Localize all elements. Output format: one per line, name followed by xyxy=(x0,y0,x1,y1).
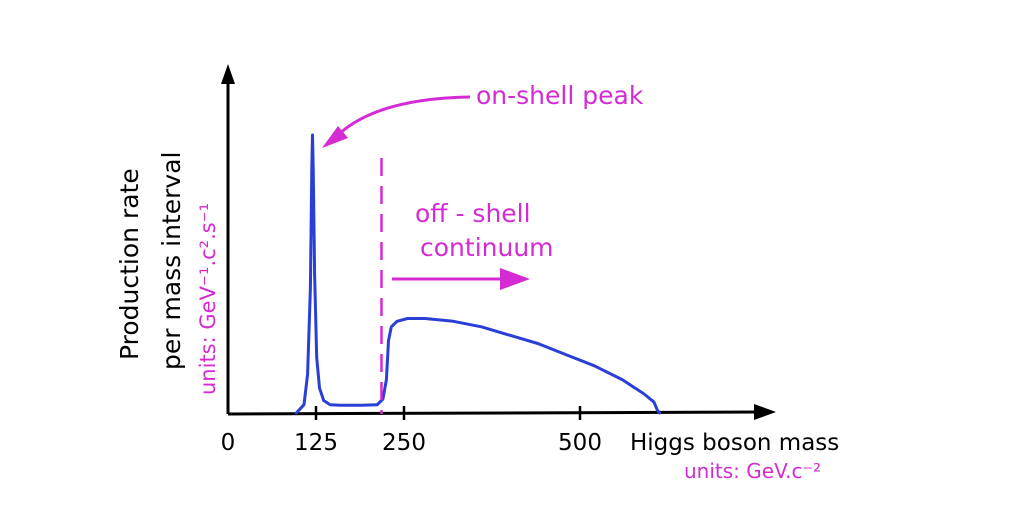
y-axis-units: units: GeV⁻¹.c².s⁻¹ xyxy=(196,203,220,395)
x-axis-label: Higgs boson mass xyxy=(630,430,839,456)
x-tick-label: 0 xyxy=(221,430,236,456)
x-tick-group: 0 125 250 500 xyxy=(221,406,602,456)
on-shell-peak-arrow xyxy=(333,95,471,140)
x-axis xyxy=(227,410,761,416)
continuum-arrowhead xyxy=(500,268,530,290)
y-axis-arrowhead xyxy=(221,64,235,84)
on-shell-peak-label: on-shell peak xyxy=(476,81,644,110)
x-tick-label: 125 xyxy=(294,430,338,456)
y-axis-label-line1: Production rate xyxy=(115,168,144,360)
y-axis-label-line2: per mass interval xyxy=(157,152,186,370)
production-rate-curve xyxy=(294,133,662,415)
x-axis-units: units: GeV.c⁻² xyxy=(684,459,821,483)
x-axis-arrowhead xyxy=(754,404,776,420)
off-shell-label-line1: off - shell xyxy=(415,199,531,228)
off-shell-label-line2: continuum xyxy=(420,233,554,262)
x-tick-label: 500 xyxy=(558,430,602,456)
on-shell-peak-arrowhead xyxy=(322,126,348,148)
x-tick-label: 250 xyxy=(382,430,426,456)
